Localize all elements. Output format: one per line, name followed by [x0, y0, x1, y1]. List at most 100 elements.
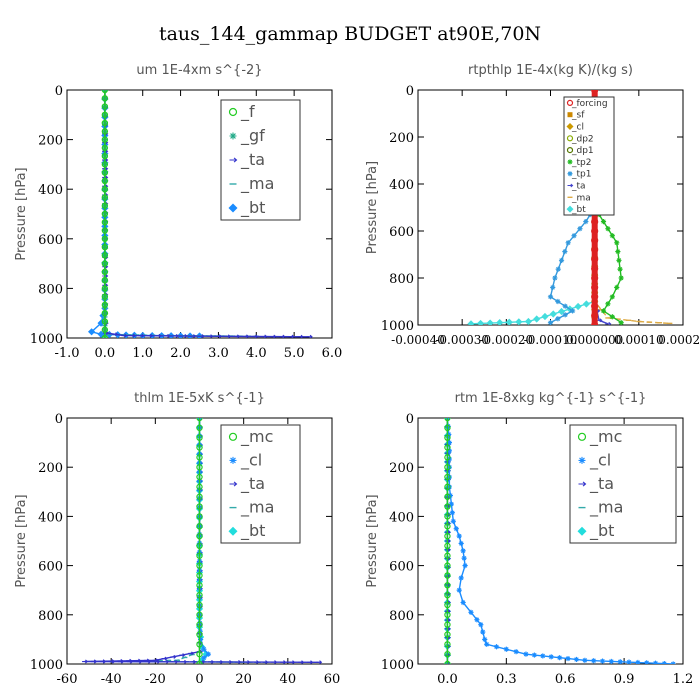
data-point	[444, 662, 451, 664]
data-point	[444, 631, 451, 638]
data-point	[101, 334, 109, 338]
legend-marker	[229, 157, 238, 163]
legend-marker	[229, 481, 238, 487]
data-point	[127, 659, 134, 664]
data-point	[591, 236, 599, 244]
data-point	[201, 646, 207, 652]
y-tick-label: 0	[406, 84, 414, 99]
data-point	[101, 219, 109, 226]
data-point	[549, 310, 557, 318]
data-point	[196, 601, 203, 609]
data-point	[101, 210, 109, 218]
data-point	[591, 274, 599, 282]
data-point	[172, 333, 179, 338]
y-tick-label: 800	[389, 272, 414, 287]
data-point	[146, 333, 154, 338]
data-point	[196, 650, 203, 658]
data-point	[444, 532, 451, 540]
data-point	[644, 660, 650, 664]
data-point	[446, 431, 452, 437]
y-tick-label: 400	[389, 178, 414, 193]
data-point	[533, 315, 541, 323]
legend-marker	[228, 203, 238, 213]
data-point	[444, 424, 451, 432]
legend-entry: _ma	[240, 498, 274, 518]
legend-entry: _gf	[240, 126, 265, 146]
data-point	[444, 418, 451, 422]
data-point	[101, 169, 109, 176]
data-point	[101, 235, 109, 242]
data-point	[261, 334, 268, 338]
data-point	[196, 591, 203, 599]
legend-entry: _forcing	[571, 99, 608, 109]
data-point	[446, 464, 453, 470]
data-point	[448, 501, 454, 507]
data-point	[478, 622, 484, 628]
legend-entry: _dp2	[571, 134, 594, 144]
plot-area	[82, 418, 323, 664]
x-tick-label: -20	[145, 672, 166, 687]
data-point	[444, 572, 451, 579]
data-point	[154, 659, 161, 664]
x-tick-label: 0.0	[437, 672, 458, 687]
x-tick-label: 0	[195, 672, 203, 687]
x-tick-label: 6.0	[322, 346, 343, 361]
data-point	[565, 240, 571, 246]
data-point	[618, 320, 624, 325]
data-point	[569, 308, 576, 314]
x-tick-label: 1.0	[132, 346, 153, 361]
data-point	[615, 248, 621, 255]
data-point	[196, 473, 203, 481]
legend-entry: _dp1	[571, 146, 594, 156]
data-point	[591, 255, 599, 263]
data-point	[196, 444, 203, 451]
data-point	[101, 202, 109, 209]
data-point	[196, 572, 203, 579]
data-point	[91, 659, 98, 664]
data-point	[163, 659, 170, 664]
data-point	[456, 587, 462, 593]
data-point	[279, 334, 286, 338]
legend-entry: _tp2	[571, 158, 591, 168]
data-point	[97, 330, 105, 338]
data-point	[618, 275, 624, 281]
y-tick-label: 200	[389, 131, 414, 146]
legend-marker	[566, 205, 574, 213]
data-point	[446, 448, 453, 454]
y-tick-label: 1000	[381, 658, 414, 673]
data-point	[217, 659, 224, 664]
data-point	[550, 284, 556, 290]
legend-entry: _cl	[571, 123, 584, 133]
data-point	[555, 316, 561, 322]
data-point	[262, 660, 269, 664]
y-tick-label: 0	[55, 84, 63, 99]
y-tick-label: 1000	[30, 332, 63, 347]
legend-marker	[566, 99, 574, 107]
legend-entry: _ma	[589, 498, 623, 518]
data-point	[505, 318, 513, 325]
legend-entry: _f	[240, 102, 255, 122]
legend-box	[569, 424, 677, 544]
data-point	[224, 334, 231, 338]
legend: _forcing _sf _cl_dp2 _dp1 _tp2 _tp1 _ta_ma _bt	[563, 96, 615, 216]
panel-1: um 1E-4xm s^{-2} Pressure [hPa] 0 200 400 600…	[14, 63, 342, 361]
data-point	[540, 653, 546, 659]
data-point	[88, 328, 96, 336]
data-point	[444, 503, 451, 510]
legend: _mc _cl _ta _ma _bt	[220, 424, 301, 544]
y-tick-label: 800	[389, 609, 414, 624]
x-tick-label: 5.0	[284, 346, 305, 361]
data-point	[462, 563, 468, 569]
legend-entry: _sf	[571, 111, 585, 121]
data-point	[591, 246, 599, 254]
data-point	[444, 513, 451, 520]
data-point	[453, 526, 459, 532]
data-point	[243, 334, 250, 338]
y-axis-label: Pressure [hPa]	[365, 161, 380, 254]
legend-entry: _ma	[571, 193, 591, 203]
data-point	[101, 128, 109, 135]
legend-marker	[566, 147, 574, 154]
data-point	[547, 320, 554, 325]
data-point	[565, 655, 571, 662]
data-point	[608, 658, 614, 664]
